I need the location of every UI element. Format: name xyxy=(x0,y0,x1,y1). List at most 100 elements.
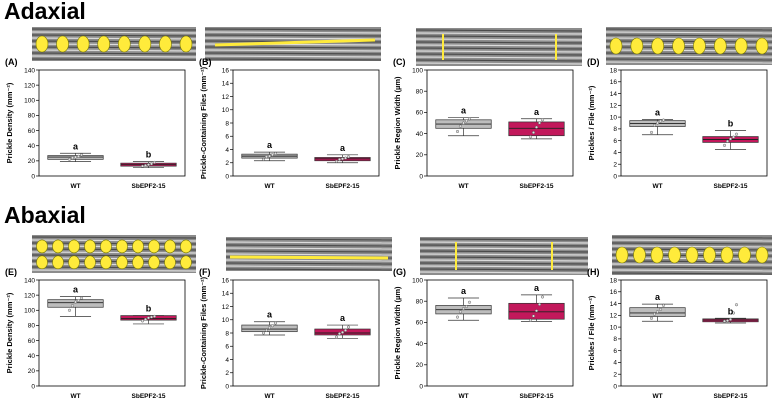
y-tick-label: 8 xyxy=(613,126,617,133)
data-point xyxy=(658,307,662,311)
y-tick-label: 12 xyxy=(610,313,618,320)
prickle-overlay xyxy=(633,246,646,264)
y-axis-label: Prickle-Containing Files (mm⁻²) xyxy=(199,276,208,389)
y-tick-label: 8 xyxy=(225,330,229,337)
y-axis-label: Prickles / File (mm⁻²) xyxy=(587,85,596,160)
y-tick-label: 80 xyxy=(416,89,424,96)
data-point xyxy=(343,156,347,160)
chart-panel-g: (G) Prickle Region Width (µm) 0 20 40 60 80 100… xyxy=(388,267,583,408)
chart-panel-c: (C) Prickle Region Width (µm) 0 20 40 60 80 100… xyxy=(388,57,583,198)
data-point xyxy=(79,296,83,300)
data-point xyxy=(67,157,71,161)
y-tick-label: 0 xyxy=(31,383,35,390)
y-tick-label: 60 xyxy=(416,110,424,117)
y-tick-label: 14 xyxy=(222,291,230,298)
y-tick-label: 0 xyxy=(225,173,229,180)
significance-letter: b xyxy=(146,304,152,314)
prickle-overlay xyxy=(159,35,172,53)
prickle-overlay xyxy=(180,255,192,270)
data-point xyxy=(340,157,344,161)
y-tick-label: 80 xyxy=(28,113,36,120)
y-tick-label: 4 xyxy=(613,150,617,157)
data-point xyxy=(725,139,729,143)
data-point xyxy=(267,326,271,330)
micrograph-adaxial-width xyxy=(416,28,582,66)
prickle-overlay xyxy=(116,255,128,270)
prickle-overlay xyxy=(720,246,734,264)
y-tick-label: 14 xyxy=(610,301,618,308)
y-tick-label: 120 xyxy=(24,292,35,299)
prickle-overlay xyxy=(713,37,727,55)
y-tick-label: 4 xyxy=(225,357,229,364)
y-axis-label: Prickle Density (mm⁻²) xyxy=(5,292,14,373)
data-point xyxy=(346,325,350,329)
y-tick-label: 40 xyxy=(416,341,424,348)
data-point xyxy=(140,319,144,323)
data-point xyxy=(540,118,544,122)
y-tick-label: 6 xyxy=(225,344,229,351)
data-point xyxy=(455,129,459,133)
x-category-label: WT xyxy=(70,393,80,400)
x-category-label: WT xyxy=(70,183,80,190)
data-point xyxy=(661,118,665,122)
data-point xyxy=(267,154,271,158)
micrograph-abaxial-density xyxy=(32,235,196,273)
significance-letter: a xyxy=(340,313,346,323)
x-category-label: SbEPF2-15 xyxy=(520,393,554,400)
prickle-overlay xyxy=(755,246,769,264)
data-point xyxy=(461,121,465,125)
x-category-label: WT xyxy=(458,183,468,190)
panel-label: (C) xyxy=(393,57,406,67)
x-category-label: WT xyxy=(458,393,468,400)
data-point xyxy=(652,312,656,316)
prickle-overlay xyxy=(116,239,128,254)
y-tick-label: 6 xyxy=(225,134,229,141)
micrograph-abaxial-prickles-file xyxy=(612,235,772,275)
y-tick-label: 100 xyxy=(24,308,35,315)
data-point xyxy=(731,311,735,315)
x-category-label: WT xyxy=(652,183,662,190)
data-point xyxy=(73,155,77,159)
y-axis-label: Prickles / File (mm⁻²) xyxy=(587,295,596,370)
data-point xyxy=(537,121,541,125)
micrograph-abaxial-files xyxy=(226,237,392,271)
x-category-label: WT xyxy=(264,393,274,400)
data-point xyxy=(531,131,535,135)
prickle-overlay xyxy=(76,35,90,53)
y-tick-label: 40 xyxy=(416,131,424,138)
data-point xyxy=(534,125,538,129)
data-point xyxy=(540,295,544,299)
micrograph-adaxial-files xyxy=(205,27,381,61)
prickle-overlay xyxy=(100,255,112,270)
data-point xyxy=(73,300,77,304)
micrograph-abaxial-width xyxy=(420,237,588,275)
chart-panel-h: (H) Prickles / File (mm⁻²) 0 2 4 6 8 10 12 14 16 18… xyxy=(582,267,777,408)
prickle-overlay xyxy=(132,255,144,270)
significance-letter: a xyxy=(655,292,661,302)
y-tick-label: 16 xyxy=(222,67,230,74)
panel-label: (D) xyxy=(587,57,600,67)
data-point xyxy=(461,307,465,311)
prickle-overlay xyxy=(132,239,144,254)
data-point xyxy=(337,157,341,161)
chart-panel-e: (E) Prickle Density (mm⁻²) 0 20 40 60 80 100 120… xyxy=(0,267,195,408)
y-tick-label: 0 xyxy=(31,173,35,180)
y-tick-label: 40 xyxy=(28,143,36,150)
data-point xyxy=(261,157,265,161)
data-point xyxy=(531,314,535,318)
prickle-overlay xyxy=(68,255,80,270)
data-point xyxy=(537,302,541,306)
data-point xyxy=(655,310,659,314)
prickle-overlay xyxy=(36,255,48,270)
data-point xyxy=(661,303,665,307)
y-tick-label: 2 xyxy=(225,370,229,377)
data-point xyxy=(658,119,662,123)
y-tick-label: 20 xyxy=(416,152,424,159)
y-tick-label: 8 xyxy=(225,120,229,127)
file-highlight-line xyxy=(229,255,389,260)
y-tick-label: 140 xyxy=(24,67,35,74)
prickle-overlay xyxy=(180,239,192,254)
y-tick-label: 14 xyxy=(610,91,618,98)
plot-frame xyxy=(620,69,768,177)
data-point xyxy=(734,303,738,307)
